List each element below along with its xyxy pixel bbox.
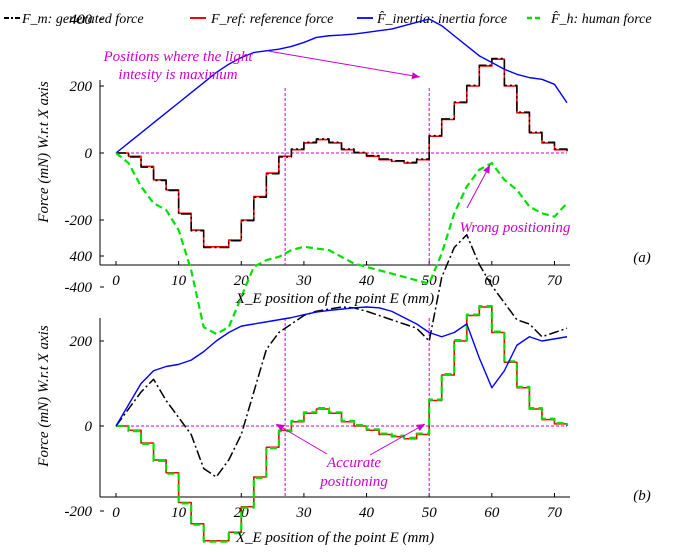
x-tick-label: 10 — [171, 273, 187, 289]
x-tick-label: 50 — [422, 505, 438, 521]
legend: F_m: generated force F_ref: reference for… — [4, 11, 652, 27]
x-tick-label: 70 — [547, 505, 563, 521]
wrong-positioning-label: Wrong positioning — [460, 220, 571, 236]
light-annotation-line1: Positions where the light — [102, 49, 253, 65]
x-tick-label: 60 — [484, 273, 500, 289]
y-tick-label: -200 — [65, 213, 93, 229]
series-human — [116, 305, 569, 543]
panel-label: (a) — [633, 250, 651, 266]
x-tick-label: 0 — [112, 273, 120, 289]
y-tick-label: 0 — [85, 419, 93, 435]
wrong-arrow-head — [483, 165, 490, 174]
x-tick-label: 60 — [484, 505, 500, 521]
accurate-arrow-left — [275, 423, 328, 455]
y-tick-label: 400 — [70, 12, 93, 28]
series-generated — [116, 57, 568, 249]
accurate-positioning-line2: positioning — [319, 474, 388, 490]
x-tick-label: 40 — [359, 505, 375, 521]
y-tick-label: 200 — [70, 334, 93, 350]
accurate-arrow-right-head — [416, 424, 425, 431]
series-human — [115, 152, 568, 335]
annotations: Positions where the light intesity is ma… — [102, 49, 570, 490]
light-arrow-head — [411, 72, 420, 80]
series-generated — [115, 234, 568, 478]
y-tick-label: -200 — [65, 504, 93, 520]
legend-label-generated: F_m: generated force — [21, 12, 144, 27]
wrong-arrow — [466, 164, 491, 209]
y-tick-label: 0 — [85, 146, 93, 162]
x-tick-label: 40 — [359, 273, 375, 289]
accurate-positioning-line1: Accurate — [326, 455, 381, 471]
series-inertia — [115, 18, 568, 154]
accurate-arrow-right — [369, 423, 426, 456]
x-tick-label: 30 — [295, 505, 312, 521]
legend-label-inertia: F̂_inertia: inertia force — [376, 11, 507, 27]
x-axis-label: X_E position of the point E (mm) — [235, 530, 434, 546]
y-axis-label: Force (mN) W.r.t X axis — [36, 81, 52, 224]
light-arrow — [267, 50, 421, 78]
series-inertia — [115, 306, 568, 427]
light-annotation-line2: intesity is maximum — [118, 67, 237, 83]
y-tick-label: -400 — [65, 280, 93, 296]
x-tick-label: 30 — [295, 273, 312, 289]
y-axis-label: Force (mN) W.r.t X axis — [36, 325, 52, 468]
accurate-arrow-left-head — [276, 424, 285, 432]
x-tick-label: 50 — [422, 273, 438, 289]
legend-label-human: F̂_h: human force — [550, 11, 652, 27]
legend-label-reference: F_ref: reference force — [210, 12, 333, 27]
y-tick-label: 200 — [70, 79, 93, 95]
x-tick-label: 10 — [171, 505, 187, 521]
x-axis-label: X_E position of the point E (mm) — [235, 291, 434, 307]
x-tick-label: 0 — [112, 505, 120, 521]
panel-label: (b) — [633, 488, 651, 504]
y-tick-label: 400 — [70, 249, 93, 265]
x-tick-label: 70 — [547, 273, 563, 289]
